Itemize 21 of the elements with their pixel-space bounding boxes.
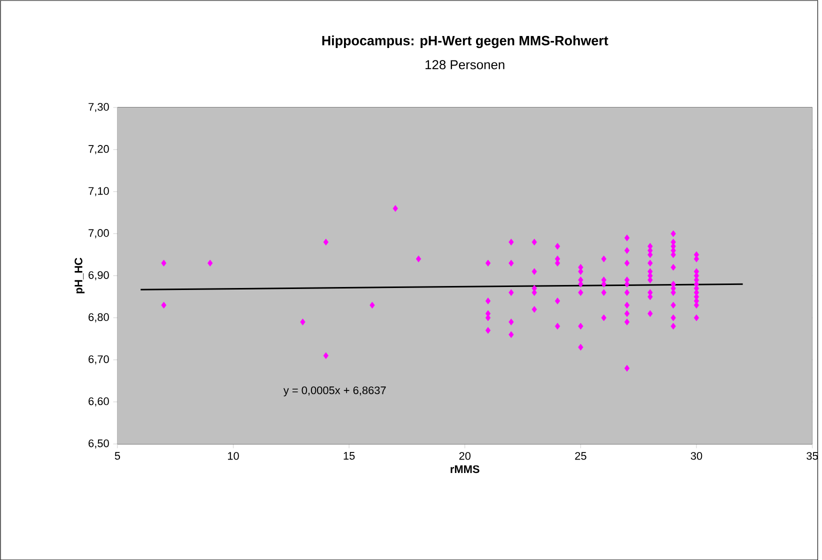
chart-subtitle: 128 Personen: [426, 60, 504, 70]
x-tick-label: 5: [114, 452, 120, 460]
y-tick-label: 6,60: [88, 397, 109, 406]
y-tick-label: 7,00: [88, 228, 109, 238]
y-tick-label: 7,20: [88, 144, 109, 154]
chart-title: Hippocampus: pH-Wert gegen MMS-Rohwert: [322, 35, 608, 48]
x-tick-label: 25: [575, 452, 586, 460]
y-tick-label: 7,30: [88, 102, 109, 112]
y-tick-label: 7,10: [88, 186, 109, 196]
x-axis-title: rMMS: [450, 465, 480, 473]
y-tick-label: 6,90: [88, 271, 109, 280]
x-tick-label: 15: [344, 452, 355, 460]
y-tick-label: 6,70: [88, 355, 109, 364]
y-tick-label: 6,50: [88, 439, 109, 448]
x-tick-label: 20: [459, 452, 471, 460]
x-tick-label: 35: [806, 452, 818, 460]
x-tick-label: 10: [228, 452, 239, 460]
x-tick-label: 30: [690, 452, 702, 460]
y-axis-title: pH_HC: [74, 258, 85, 294]
y-tick-label: 6,80: [88, 313, 109, 322]
annotation: y = 0,0005x + 6,8637: [283, 386, 386, 396]
